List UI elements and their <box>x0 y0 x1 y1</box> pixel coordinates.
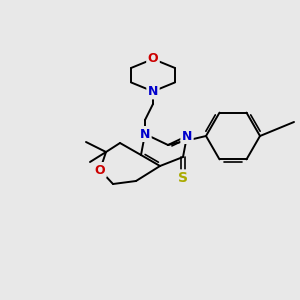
Text: N: N <box>148 85 158 98</box>
Text: N: N <box>140 128 150 140</box>
Text: O: O <box>148 52 158 65</box>
Text: O: O <box>95 164 105 176</box>
Text: N: N <box>182 130 192 142</box>
Text: S: S <box>178 171 188 185</box>
